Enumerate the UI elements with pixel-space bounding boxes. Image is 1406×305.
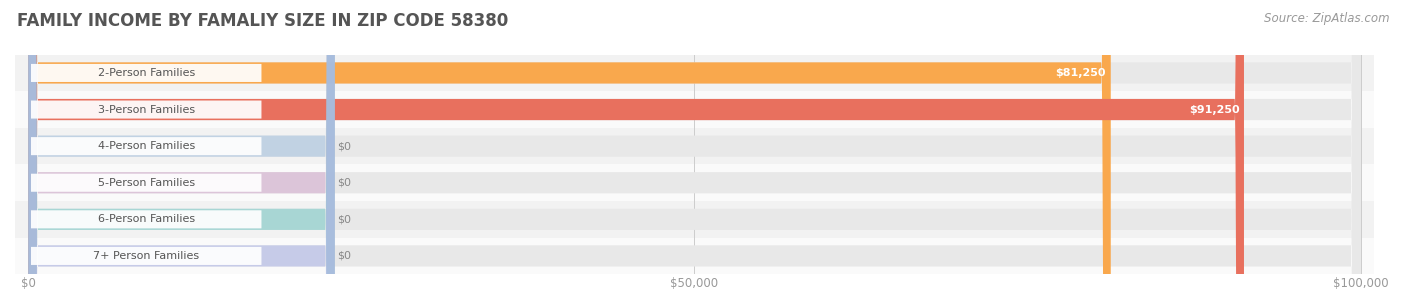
FancyBboxPatch shape	[31, 64, 262, 82]
Text: Source: ZipAtlas.com: Source: ZipAtlas.com	[1264, 12, 1389, 25]
Text: 5-Person Families: 5-Person Families	[97, 178, 195, 188]
FancyBboxPatch shape	[28, 0, 335, 305]
Text: 3-Person Families: 3-Person Families	[97, 105, 195, 115]
FancyBboxPatch shape	[28, 0, 335, 305]
FancyBboxPatch shape	[31, 247, 262, 265]
Text: 7+ Person Families: 7+ Person Families	[93, 251, 200, 261]
FancyBboxPatch shape	[28, 0, 1361, 305]
Text: $0: $0	[337, 178, 352, 188]
Text: 6-Person Families: 6-Person Families	[97, 214, 195, 224]
Text: $81,250: $81,250	[1056, 68, 1107, 78]
Text: 2-Person Families: 2-Person Families	[97, 68, 195, 78]
Bar	[15, 238, 1374, 274]
FancyBboxPatch shape	[28, 0, 1111, 305]
FancyBboxPatch shape	[28, 0, 1361, 305]
FancyBboxPatch shape	[28, 0, 335, 305]
Bar	[15, 128, 1374, 164]
Bar	[15, 201, 1374, 238]
FancyBboxPatch shape	[28, 0, 1361, 305]
Bar	[15, 164, 1374, 201]
FancyBboxPatch shape	[28, 0, 1244, 305]
FancyBboxPatch shape	[28, 0, 1361, 305]
FancyBboxPatch shape	[31, 101, 262, 119]
FancyBboxPatch shape	[28, 0, 1361, 305]
FancyBboxPatch shape	[31, 174, 262, 192]
FancyBboxPatch shape	[28, 0, 335, 305]
Text: $0: $0	[337, 251, 352, 261]
Text: $91,250: $91,250	[1188, 105, 1239, 115]
Text: 4-Person Families: 4-Person Families	[97, 141, 195, 151]
FancyBboxPatch shape	[31, 210, 262, 228]
FancyBboxPatch shape	[31, 137, 262, 155]
Bar	[15, 91, 1374, 128]
Text: FAMILY INCOME BY FAMALIY SIZE IN ZIP CODE 58380: FAMILY INCOME BY FAMALIY SIZE IN ZIP COD…	[17, 12, 508, 30]
Text: $0: $0	[337, 141, 352, 151]
Text: $0: $0	[337, 214, 352, 224]
FancyBboxPatch shape	[28, 0, 1361, 305]
Bar	[15, 55, 1374, 91]
